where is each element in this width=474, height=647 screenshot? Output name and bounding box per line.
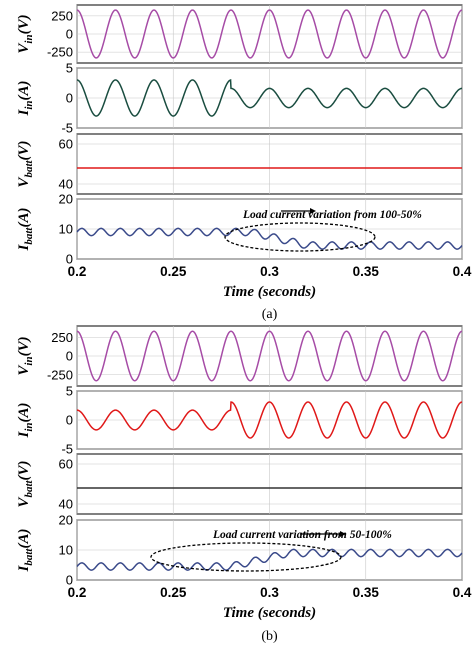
x-axis-label: Time (seconds) — [223, 284, 316, 300]
y-tick-label: 40 — [59, 497, 73, 512]
y-tick-label: 10 — [59, 543, 73, 558]
y-tick-label: 250 — [51, 8, 73, 23]
y-tick-label: 60 — [59, 137, 73, 152]
panel-2: 5 0 -5 Iin(A) — [16, 61, 463, 136]
x-tick-label: 0.2 — [68, 264, 87, 279]
annotation-text: Load current variation from 100-50% — [242, 209, 422, 221]
y-tick-label: 0 — [66, 91, 73, 106]
x-tick-label: 0.3 — [260, 264, 279, 279]
y-tick-label: 20 — [59, 513, 73, 528]
y-tick-label: 5 — [66, 384, 73, 399]
x-tick-label: 0.25 — [160, 264, 187, 279]
y-axis-label: Vbatt(V) — [16, 460, 35, 507]
y-axis-label: Vbatt(V) — [16, 140, 35, 187]
y-tick-label: -250 — [47, 45, 73, 60]
y-tick-label: -250 — [47, 367, 73, 382]
series-line — [76, 227, 463, 250]
y-tick-label: 0 — [66, 573, 73, 588]
annotation-text: Load current variation from 50-100% — [212, 529, 392, 541]
panel-1: 250 0 -250 Vin(V) — [16, 325, 463, 387]
annotation-arrowhead — [310, 208, 316, 214]
x-tick-label: 0.3 — [260, 585, 279, 600]
annotation-arrowhead — [340, 531, 346, 537]
x-tick-label: 0.35 — [353, 585, 380, 600]
y-tick-label: 0 — [66, 252, 73, 267]
y-tick-label: 250 — [51, 330, 73, 345]
y-axis-label: Ibatt(A) — [16, 529, 35, 573]
figure-b: 250 0 -250 Vin(V) 5 0 -5 Iin(A) 60 40 Vbatt(V) 20 10… — [16, 325, 472, 644]
y-tick-label: 20 — [59, 192, 73, 207]
annotation-ellipse — [224, 222, 376, 252]
panel-4: 20 10 0 Ibatt(A) — [16, 513, 463, 588]
y-tick-label: 5 — [66, 61, 73, 76]
x-tick-label: 0.2 — [68, 585, 87, 600]
y-tick-label: 10 — [59, 222, 73, 237]
annotation-ellipse — [150, 542, 342, 572]
y-tick-label: 0 — [66, 413, 73, 428]
series-line — [76, 9, 463, 59]
figure-a: 250 0 -250 Vin(V) 5 0 -5 Iin(A) 60 40 Vbatt(V) 20 10… — [16, 4, 472, 322]
y-axis-label: Vin(V) — [16, 14, 35, 53]
x-tick-label: 0.4 — [453, 264, 472, 279]
figure-caption: (a) — [262, 307, 278, 322]
series-line — [76, 330, 463, 382]
y-tick-label: 0 — [66, 27, 73, 42]
y-axis-label: Iin(A) — [16, 80, 35, 116]
x-tick-label: 0.35 — [353, 264, 380, 279]
figure-caption: (b) — [261, 629, 278, 644]
panel-2: 5 0 -5 Iin(A) — [16, 384, 463, 457]
panel-3: 60 40 Vbatt(V) — [16, 133, 463, 195]
x-tick-label: 0.4 — [453, 585, 472, 600]
y-tick-label: -5 — [61, 442, 73, 457]
y-axis-label: Ibatt(A) — [16, 208, 35, 252]
panel-1: 250 0 -250 Vin(V) — [16, 4, 463, 64]
y-axis-label: Iin(A) — [16, 402, 35, 438]
x-tick-label: 0.25 — [160, 585, 187, 600]
y-tick-label: 0 — [66, 349, 73, 364]
y-tick-label: -5 — [61, 121, 73, 136]
panel-4: 20 10 0 Ibatt(A) — [16, 192, 463, 267]
series-line — [76, 548, 463, 571]
series-line — [76, 79, 463, 117]
panel-3: 60 40 Vbatt(V) — [16, 453, 463, 515]
y-axis-label: Vin(V) — [16, 336, 35, 375]
y-tick-label: 60 — [59, 457, 73, 472]
x-axis-label: Time (seconds) — [223, 605, 316, 621]
y-tick-label: 40 — [59, 177, 73, 192]
series-line — [76, 401, 463, 439]
